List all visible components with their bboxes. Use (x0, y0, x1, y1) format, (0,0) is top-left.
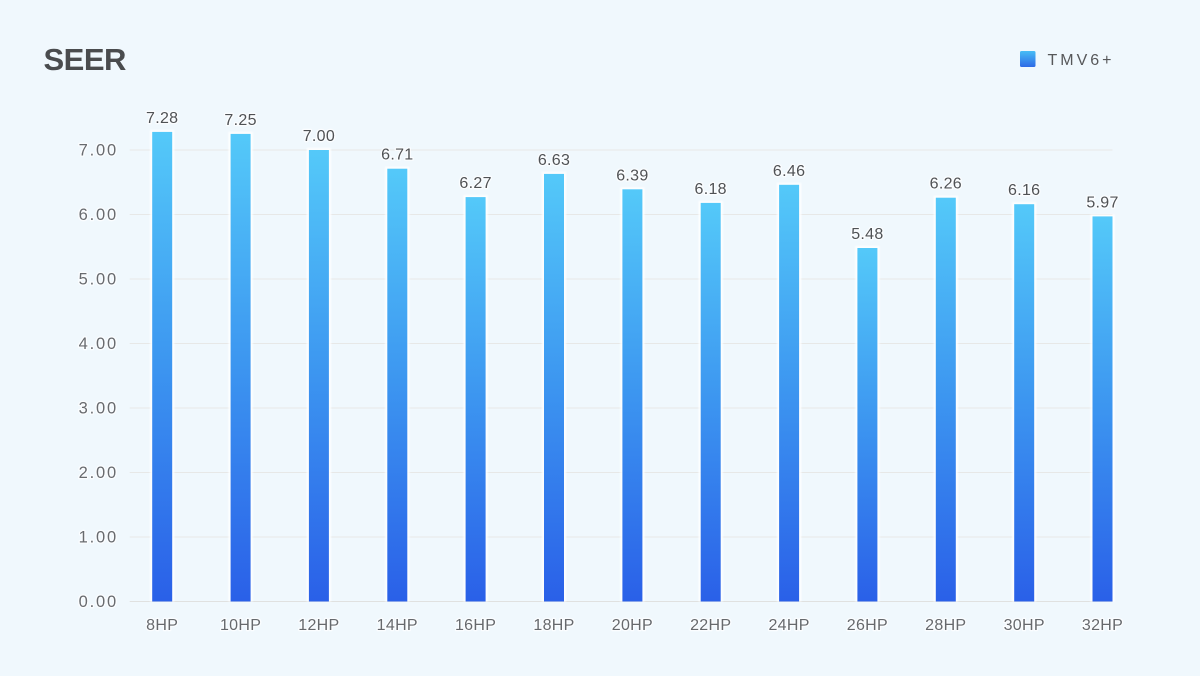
svg-text:7.25: 7.25 (224, 112, 256, 129)
svg-text:22HP: 22HP (690, 617, 731, 634)
svg-text:4.00: 4.00 (79, 335, 118, 353)
svg-text:12HP: 12HP (298, 617, 339, 634)
svg-text:32HP: 32HP (1082, 617, 1123, 634)
svg-text:6.26: 6.26 (930, 176, 962, 193)
svg-text:TMV6+: TMV6+ (1048, 52, 1115, 69)
svg-text:6.18: 6.18 (695, 181, 727, 198)
svg-text:7.00: 7.00 (303, 128, 335, 145)
svg-text:6.46: 6.46 (773, 163, 805, 180)
svg-text:6.63: 6.63 (538, 152, 570, 169)
svg-text:26HP: 26HP (847, 617, 888, 634)
svg-text:10HP: 10HP (220, 617, 261, 634)
svg-text:1.00: 1.00 (79, 529, 118, 547)
svg-text:6.27: 6.27 (459, 175, 491, 192)
svg-text:6.71: 6.71 (381, 147, 413, 164)
svg-text:18HP: 18HP (533, 617, 574, 634)
svg-text:30HP: 30HP (1004, 617, 1045, 634)
svg-text:8HP: 8HP (146, 617, 178, 634)
svg-text:14HP: 14HP (377, 617, 418, 634)
svg-text:2.00: 2.00 (79, 464, 118, 482)
svg-text:28HP: 28HP (925, 617, 966, 634)
svg-text:16HP: 16HP (455, 617, 496, 634)
svg-text:0.00: 0.00 (79, 593, 118, 611)
svg-text:7.00: 7.00 (79, 142, 118, 160)
svg-text:5.00: 5.00 (79, 271, 118, 289)
svg-text:5.97: 5.97 (1086, 194, 1118, 211)
svg-text:6.00: 6.00 (79, 206, 118, 224)
svg-text:7.28: 7.28 (146, 110, 178, 127)
svg-text:20HP: 20HP (612, 617, 653, 634)
svg-text:SEER: SEER (44, 42, 127, 77)
svg-text:5.48: 5.48 (851, 226, 883, 243)
svg-text:24HP: 24HP (768, 617, 809, 634)
svg-text:6.16: 6.16 (1008, 182, 1040, 199)
svg-text:3.00: 3.00 (79, 400, 118, 418)
svg-text:6.39: 6.39 (616, 167, 648, 184)
